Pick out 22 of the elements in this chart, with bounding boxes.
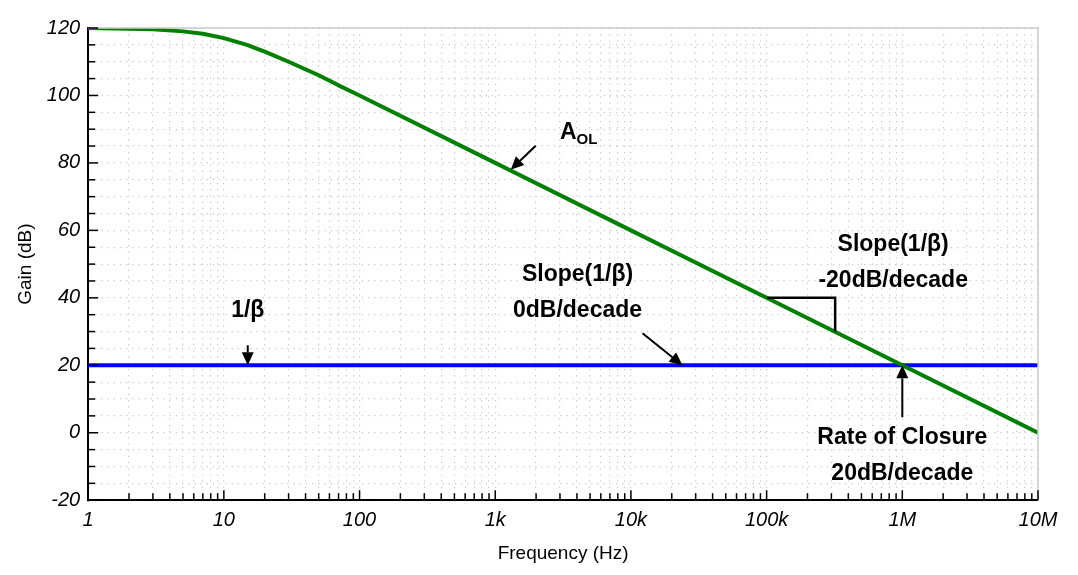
annotation: 1/β [231, 295, 265, 322]
annotation: Rate of Closure 20dB/decade [817, 422, 988, 485]
y-tick-label: -20 [51, 487, 81, 510]
y-tick-label: 40 [57, 285, 81, 308]
y-tick-label: 60 [57, 217, 81, 240]
y-axis-title: Gain (dB) [13, 223, 35, 305]
x-tick-label: 1 [82, 507, 94, 530]
x-tick-label: 10M [1018, 507, 1058, 530]
y-tick-label: 80 [57, 150, 81, 173]
x-tick-label: 10 [212, 507, 235, 530]
y-tick-label: 20 [56, 352, 81, 375]
x-axis-title: Frequency (Hz) [497, 541, 629, 563]
y-tick-label: 120 [46, 15, 81, 38]
y-tick-label: 0 [69, 420, 81, 443]
annotation: Slope(1/β) -20dB/decade [818, 229, 968, 292]
annotation: Slope(1/β) 0dB/decade [512, 259, 643, 322]
x-tick-label: 1M [888, 507, 917, 530]
x-tick-label: 10k [614, 507, 649, 530]
x-tick-label: 100 [342, 507, 377, 530]
x-tick-label: 1k [484, 507, 507, 530]
y-tick-label: 100 [46, 83, 81, 106]
x-tick-label: 100k [744, 507, 790, 530]
